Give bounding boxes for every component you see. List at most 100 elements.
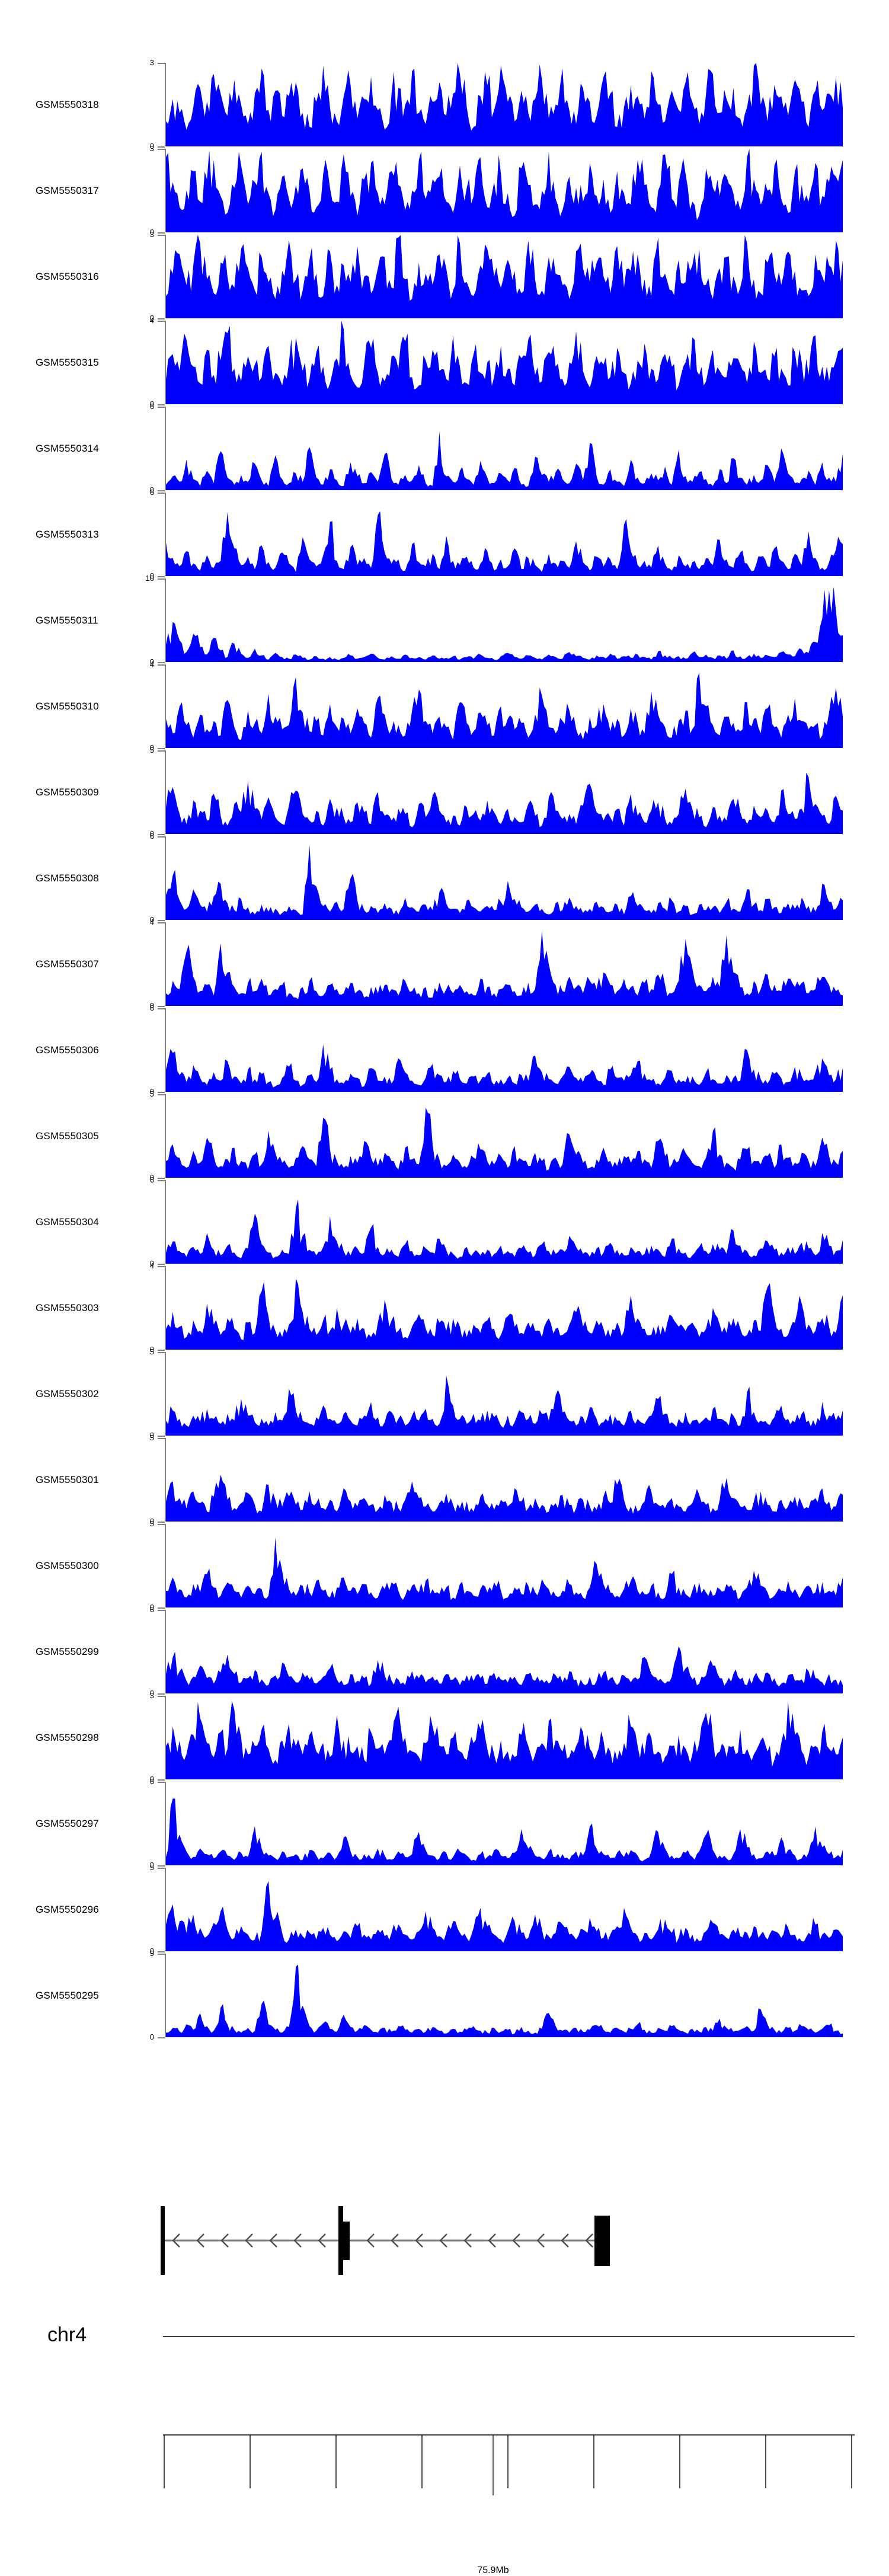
coverage-signal-area[interactable] xyxy=(166,1610,843,1693)
track-sample-label: GSM5550314 xyxy=(36,442,99,454)
coverage-track[interactable]: GSM5550298 3 0 xyxy=(0,1686,889,1783)
coverage-track[interactable]: GSM5550299 6 0 xyxy=(0,1600,889,1697)
coverage-signal-area[interactable] xyxy=(166,235,843,318)
coverage-signal-area[interactable] xyxy=(166,1868,843,1951)
coverage-track[interactable]: GSM5550301 5 0 xyxy=(0,1428,889,1525)
strand-arrow xyxy=(293,2233,302,2248)
y-axis-value-max: 10 xyxy=(145,574,154,583)
y-axis-tick-min xyxy=(158,1779,165,1781)
y-axis-tick-min xyxy=(158,1522,165,1523)
chromosome-axis-svg xyxy=(163,2336,855,2495)
coverage-track[interactable]: GSM5550317 3 0 xyxy=(0,139,889,236)
y-axis-value-min: 0 xyxy=(149,657,154,666)
coverage-signal-path xyxy=(166,235,843,318)
coverage-signal-area[interactable] xyxy=(166,750,843,834)
coverage-track[interactable]: GSM5550302 5 0 xyxy=(0,1343,889,1439)
gene-exon-middle-block[interactable] xyxy=(343,2222,350,2260)
y-axis-value-max: 3 xyxy=(149,230,154,239)
gene-exon-right[interactable] xyxy=(594,2216,610,2266)
strand-arrow xyxy=(366,2233,375,2248)
coverage-signal-svg xyxy=(166,1375,843,1436)
coverage-signal-svg xyxy=(166,1279,843,1350)
y-axis-value-max: 5 xyxy=(149,746,154,755)
coverage-track[interactable]: GSM5550295 9 0 xyxy=(0,1944,889,2041)
coverage-signal-path xyxy=(166,1107,843,1178)
y-axis-tick-max xyxy=(158,321,165,322)
coverage-track[interactable]: GSM5550318 3 0 xyxy=(0,53,889,150)
strand-arrow xyxy=(585,2233,593,2248)
coverage-track[interactable]: GSM5550307 4 0 xyxy=(0,913,889,1009)
coverage-track[interactable]: GSM5550316 3 0 xyxy=(0,225,889,322)
coverage-signal-area[interactable] xyxy=(166,836,843,920)
coverage-signal-svg xyxy=(166,1199,843,1264)
y-axis-tick-min xyxy=(158,1865,165,1867)
coverage-signal-path xyxy=(166,149,843,232)
axis-tick-group xyxy=(164,2435,852,2488)
strand-arrow xyxy=(391,2233,399,2248)
coverage-signal-path xyxy=(166,1646,843,1693)
coverage-signal-area[interactable] xyxy=(166,1954,843,2037)
coverage-track[interactable]: GSM5550309 5 0 xyxy=(0,741,889,838)
coverage-signal-area[interactable] xyxy=(166,321,843,404)
coverage-signal-area[interactable] xyxy=(166,1524,843,1607)
coverage-signal-area[interactable] xyxy=(166,1180,843,1264)
track-sample-label: GSM5550301 xyxy=(36,1474,99,1485)
y-axis-value-min: 0 xyxy=(149,228,154,236)
y-axis-value-max: 5 xyxy=(149,1347,154,1356)
coverage-track[interactable]: GSM5550300 5 0 xyxy=(0,1514,889,1611)
coverage-track[interactable]: GSM5550304 6 0 xyxy=(0,1171,889,1267)
coverage-signal-area[interactable] xyxy=(166,149,843,232)
coverage-signal-svg xyxy=(166,1646,843,1693)
coverage-signal-area[interactable] xyxy=(166,1352,843,1436)
track-sample-label: GSM5550295 xyxy=(36,1989,99,2001)
coverage-signal-area[interactable] xyxy=(166,1094,843,1178)
coverage-signal-area[interactable] xyxy=(166,664,843,748)
coverage-track[interactable]: GSM5550296 5 0 xyxy=(0,1858,889,1955)
coverage-track[interactable]: GSM5550297 6 0 xyxy=(0,1772,889,1869)
y-axis-line xyxy=(165,1610,166,1693)
track-sample-label: GSM5550298 xyxy=(36,1731,99,1743)
y-axis-value-min: 0 xyxy=(149,142,154,151)
track-sample-label: GSM5550303 xyxy=(36,1302,99,1313)
coverage-signal-area[interactable] xyxy=(166,1266,843,1350)
coverage-track[interactable]: GSM5550308 6 0 xyxy=(0,827,889,923)
y-axis-tick-max xyxy=(158,1868,165,1869)
coverage-track[interactable]: GSM5550303 4 0 xyxy=(0,1257,889,1353)
y-axis-tick-min xyxy=(158,662,165,663)
coverage-signal-area[interactable] xyxy=(166,1008,843,1092)
gene-exon-middle-line[interactable] xyxy=(338,2206,343,2275)
coverage-signal-area[interactable] xyxy=(166,1438,843,1522)
coverage-track[interactable]: GSM5550315 4 0 xyxy=(0,311,889,408)
coverage-track[interactable]: GSM5550310 4 0 xyxy=(0,655,889,752)
y-axis-value-min: 0 xyxy=(149,1517,154,1526)
y-axis-value-min: 0 xyxy=(149,829,154,838)
coverage-track[interactable]: GSM5550305 5 0 xyxy=(0,1085,889,1181)
y-axis-tick-max xyxy=(158,1782,165,1783)
coverage-signal-area[interactable] xyxy=(166,407,843,490)
coverage-signal-path xyxy=(166,673,843,748)
y-axis-line xyxy=(165,750,166,834)
y-axis-line xyxy=(165,579,166,662)
y-axis-line xyxy=(165,836,166,920)
coverage-signal-path xyxy=(166,432,843,490)
coverage-signal-area[interactable] xyxy=(166,63,843,146)
coverage-track[interactable]: GSM5550314 6 0 xyxy=(0,397,889,494)
coverage-signal-area[interactable] xyxy=(166,1782,843,1865)
track-sample-label: GSM5550304 xyxy=(36,1216,99,1228)
coverage-signal-svg xyxy=(166,1798,843,1865)
chromosome-axis[interactable]: 75.9Mb xyxy=(0,2300,889,2575)
coverage-signal-area[interactable] xyxy=(166,493,843,576)
track-sample-label: GSM5550317 xyxy=(36,184,99,196)
coverage-track[interactable]: GSM5550313 6 0 xyxy=(0,483,889,580)
coverage-track[interactable]: GSM5550311 10 0 xyxy=(0,569,889,666)
coverage-track[interactable]: GSM5550306 6 0 xyxy=(0,999,889,1095)
y-axis-tick-min xyxy=(158,2037,165,2038)
gene-model-track[interactable] xyxy=(0,2181,889,2300)
coverage-signal-area[interactable] xyxy=(166,922,843,1006)
coverage-signal-area[interactable] xyxy=(166,579,843,662)
gene-exon-left[interactable] xyxy=(161,2206,165,2275)
coverage-signal-area[interactable] xyxy=(166,1696,843,1779)
